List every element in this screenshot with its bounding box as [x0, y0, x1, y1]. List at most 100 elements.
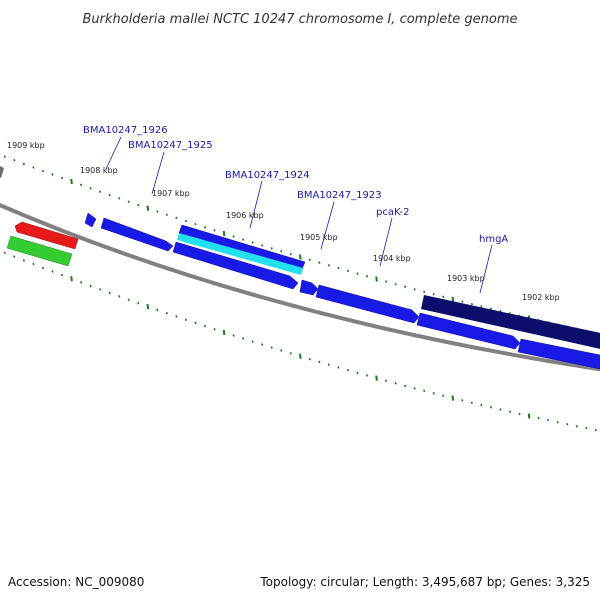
gene-small-1905[interactable] [299, 279, 319, 296]
inner-minor-tick [489, 406, 492, 409]
outer-minor-tick [89, 187, 92, 190]
outer-minor-tick [337, 266, 340, 270]
inner-major-tick [222, 329, 226, 336]
inner-minor-tick [404, 384, 407, 388]
outer-major-tick [375, 276, 378, 282]
kbp-label-1904: 1904 kbp [373, 254, 411, 263]
inner-minor-tick [394, 382, 397, 385]
map-title: Burkholderia mallei NCTC 10247 chromosom… [82, 12, 517, 27]
inner-minor-tick [356, 371, 359, 375]
gene-label-bma10247-1923[interactable]: BMA10247_1923 [297, 190, 382, 201]
inner-major-tick [70, 276, 73, 282]
outer-minor-tick [184, 219, 187, 223]
inner-minor-tick [156, 308, 159, 312]
outer-major-tick [70, 178, 73, 185]
outer-minor-tick [270, 247, 273, 250]
reverse-strand-genes [6, 221, 79, 267]
inner-minor-tick [127, 298, 130, 302]
inner-minor-tick [99, 288, 102, 291]
inner-minor-tick [60, 273, 64, 277]
outer-minor-tick [394, 282, 397, 286]
inner-minor-tick [566, 423, 569, 426]
gene-label-pcak-2[interactable]: pcaK-2 [376, 207, 409, 218]
inner-minor-tick [594, 428, 597, 432]
topology-text: Topology: circular; Length: 3,495,687 bp… [260, 575, 590, 589]
outer-minor-tick [327, 264, 330, 267]
gene-label-lines [105, 136, 493, 294]
outer-major-tick [451, 296, 455, 302]
inner-minor-tick [280, 349, 283, 352]
outer-minor-tick [203, 226, 207, 229]
inner-minor-tick [270, 346, 273, 349]
inner-minor-tick [461, 399, 464, 402]
kbp-label-1909: 1909 kbp [7, 141, 45, 150]
kbp-label-1906: 1906 kbp [226, 211, 264, 220]
gene-bma10247-1925[interactable] [100, 217, 174, 252]
outer-major-tick [299, 254, 302, 260]
gene-gray-edge[interactable] [0, 165, 4, 178]
outer-minor-tick [318, 261, 321, 264]
outer-minor-tick [461, 300, 464, 303]
gene-label-bma10247-1924[interactable]: BMA10247_1924 [225, 170, 310, 181]
outer-minor-tick [32, 166, 35, 169]
inner-minor-tick [175, 315, 178, 318]
outer-minor-tick [60, 176, 64, 180]
outer-minor-tick [308, 258, 311, 262]
gene-hmga[interactable] [421, 295, 600, 350]
outer-minor-tick [51, 173, 54, 176]
gene-downstream-1902[interactable] [517, 338, 600, 370]
inner-minor-tick [385, 379, 388, 382]
kbp-label-1907: 1907 kbp [152, 189, 190, 198]
gene-bma10247-1926[interactable] [84, 212, 97, 228]
gene-pcak-2[interactable] [315, 284, 420, 324]
inner-minor-tick [108, 291, 111, 295]
inner-minor-tick [442, 394, 445, 397]
outer-minor-tick [80, 183, 83, 187]
gene-bma10247-1923[interactable] [172, 241, 299, 290]
gene-label-bma10247-1925[interactable]: BMA10247_1925 [128, 140, 213, 151]
outer-minor-tick [413, 288, 416, 291]
inner-major-tick [451, 395, 455, 401]
inner-major-tick [375, 375, 378, 381]
inner-minor-tick [413, 387, 416, 390]
inner-minor-tick [32, 262, 35, 266]
outer-major-tick [222, 230, 226, 237]
outer-minor-tick [423, 290, 426, 294]
outer-minor-tick [22, 162, 25, 166]
outer-minor-tick [470, 302, 473, 306]
outer-minor-tick [251, 241, 254, 244]
inner-minor-tick [337, 366, 340, 369]
genome-backbone [0, 202, 600, 372]
outer-minor-tick [108, 193, 111, 197]
accession-text: Accession: NC_009080 [8, 575, 145, 589]
outer-minor-tick [213, 229, 216, 232]
inner-minor-tick [251, 340, 254, 343]
gene-green-reverse[interactable] [6, 235, 73, 267]
outer-minor-tick [41, 169, 45, 173]
gene-bma10247-1924-overlap[interactable] [177, 233, 303, 275]
inner-minor-tick [213, 328, 216, 331]
gene-label-hmga[interactable]: hmgA [479, 234, 508, 245]
inner-minor-tick [13, 255, 16, 258]
gene-label-bma10247-1926[interactable]: BMA10247_1926 [83, 125, 168, 136]
inner-major-tick [146, 303, 150, 310]
inner-minor-tick [242, 337, 245, 340]
outer-minor-tick [404, 285, 407, 288]
outer-minor-tick [385, 280, 388, 283]
gene-downstream-1903[interactable] [416, 312, 521, 350]
outer-minor-tick [280, 250, 283, 253]
outer-minor-tick [261, 244, 264, 247]
kbp-labels: 1909 kbp 1908 kbp 1907 kbp 1906 kbp 1905… [7, 141, 560, 302]
inner-minor-tick [499, 408, 502, 411]
inner-minor-tick [585, 426, 588, 430]
leader-hmga [479, 244, 493, 294]
outer-minor-tick [356, 272, 359, 275]
inner-minor-tick [508, 410, 512, 413]
leader-pcak-2 [379, 217, 393, 267]
outer-minor-tick [137, 203, 140, 207]
gene-red-reverse[interactable] [14, 221, 79, 250]
inner-minor-tick [3, 251, 6, 255]
inner-minor-tick [365, 374, 369, 377]
outer-minor-tick [480, 305, 483, 308]
